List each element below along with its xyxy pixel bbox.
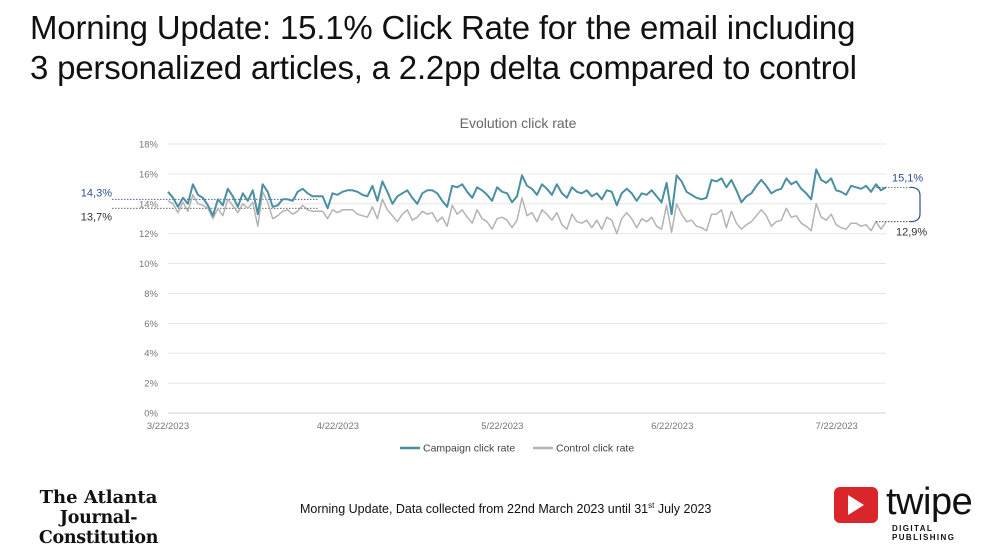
y-tick-label: 8%	[144, 289, 158, 300]
control-series-line	[167, 191, 887, 235]
x-tick-label: 4/22/2023	[317, 421, 359, 432]
x-tick-label: 3/22/2023	[147, 421, 189, 432]
x-tick-label: 5/22/2023	[481, 421, 523, 432]
chart-legend: Campaign click rate Control click rate	[400, 443, 634, 455]
headline: Morning Update: 15.1% Click Rate for the…	[30, 8, 980, 88]
average-lines: 14,3% 13,7%	[81, 187, 318, 223]
y-axis-ticks: 0% 2% 4% 6% 8% 10% 12% 14% 16% 18%	[139, 140, 159, 420]
y-tick-label: 12%	[139, 229, 159, 240]
y-tick-label: 6%	[144, 319, 158, 330]
twipe-play-icon	[834, 487, 878, 523]
legend-control-label: Control click rate	[556, 443, 634, 455]
note-superscript: st	[648, 501, 655, 510]
delta-bracket	[909, 186, 921, 223]
x-tick-label: 6/22/2023	[651, 421, 693, 432]
control-average-label: 13,7%	[81, 211, 112, 223]
value-annotations: 15,1% 12,9%	[876, 172, 927, 239]
y-tick-label: 18%	[139, 140, 159, 151]
campaign-average-label: 14,3%	[81, 187, 112, 199]
y-tick-label: 4%	[144, 349, 158, 360]
twipe-wordmark: twipe	[886, 481, 973, 523]
headline-line-2: 3 personalized articles, a 2.2pp delta c…	[30, 49, 857, 86]
headline-line-1: Morning Update: 15.1% Click Rate for the…	[30, 9, 856, 46]
x-tick-label: 7/22/2023	[816, 421, 858, 432]
y-tick-label: 0%	[144, 409, 158, 420]
legend-campaign-label: Campaign click rate	[423, 443, 515, 455]
chart-grid	[168, 143, 886, 414]
ajc-logo: The Atlanta Journal-Constitution	[6, 488, 191, 548]
series-lines	[167, 168, 887, 235]
y-tick-label: 2%	[144, 379, 158, 390]
twipe-tagline: DIGITAL PUBLISHING	[892, 524, 956, 542]
note-suffix: July 2023	[654, 502, 712, 517]
twipe-logo: twipe DIGITAL PUBLISHING	[834, 481, 984, 542]
campaign-series-line	[167, 168, 887, 217]
x-axis-ticks: 3/22/2023 4/22/2023 5/22/2023 6/22/2023 7/22…	[147, 421, 858, 432]
note-prefix: Morning Update, Data collected from 22nd…	[300, 502, 649, 517]
data-source-note: Morning Update, Data collected from 22nd…	[300, 501, 711, 516]
ajc-logo-line-2: Journal-Constitution	[38, 508, 159, 548]
chart-title: Evolution click rate	[460, 115, 577, 131]
y-tick-label: 10%	[139, 259, 159, 270]
ajc-logo-line-1: The Atlanta	[39, 487, 158, 508]
y-tick-label: 16%	[139, 169, 159, 180]
campaign-last-value-label: 15,1%	[892, 172, 923, 184]
y-tick-label: 14%	[139, 199, 159, 210]
control-last-value-label: 12,9%	[896, 227, 927, 239]
